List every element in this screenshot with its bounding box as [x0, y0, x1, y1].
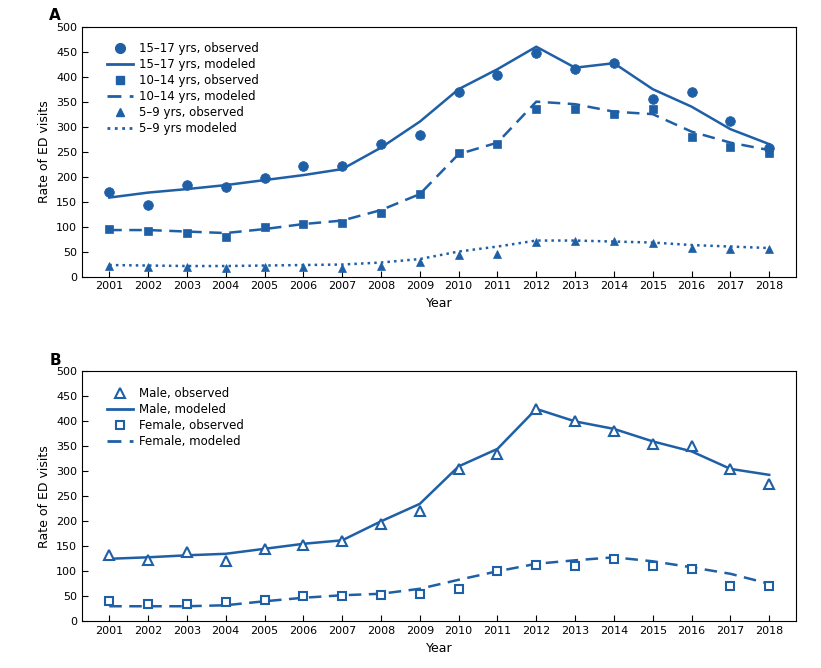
Text: B: B	[49, 353, 61, 368]
X-axis label: Year: Year	[426, 297, 452, 310]
X-axis label: Year: Year	[426, 642, 452, 655]
Y-axis label: Rate of ED visits: Rate of ED visits	[38, 100, 51, 203]
Y-axis label: Rate of ED visits: Rate of ED visits	[38, 445, 51, 548]
Text: A: A	[49, 9, 61, 23]
Legend: Male, observed, Male, modeled, Female, observed, Female, modeled: Male, observed, Male, modeled, Female, o…	[103, 382, 249, 453]
Legend: 15–17 yrs, observed, 15–17 yrs, modeled, 10–14 yrs, observed, 10–14 yrs, modeled: 15–17 yrs, observed, 15–17 yrs, modeled,…	[103, 37, 264, 140]
